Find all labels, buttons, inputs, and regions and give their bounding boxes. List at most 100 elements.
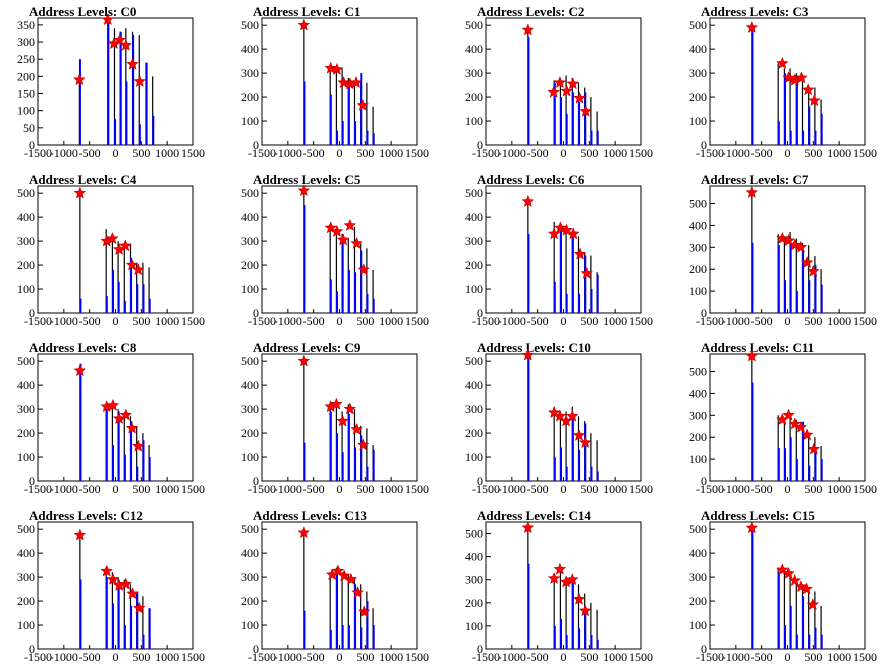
x-tick-label: 1000	[827, 650, 851, 664]
peak-marker	[807, 442, 821, 455]
y-tick-label: 350	[17, 18, 35, 32]
y-tick-label: 300	[17, 234, 35, 248]
y-tick-label: 0	[253, 642, 259, 656]
chart-panel: Address Levels: C4 0 100 200 300 400 500 -1500-…	[0, 168, 224, 336]
peak-marker	[349, 76, 363, 89]
x-tick-label: -1000	[722, 146, 750, 160]
peak-marker	[775, 563, 789, 576]
y-tick-label: 300	[241, 570, 259, 584]
x-tick-label: -500	[527, 482, 549, 496]
peak-marker	[297, 18, 311, 31]
peak-marker	[343, 402, 357, 415]
peak-marker	[573, 247, 587, 260]
peak-marker	[133, 74, 147, 87]
chart-panel: Address Levels: C15 0 100 200 300 400 500 -1500…	[672, 504, 896, 672]
peak-marker	[101, 13, 115, 26]
chart-title: Address Levels: C10	[477, 340, 591, 355]
y-tick-label: 500	[241, 18, 259, 32]
x-tick-label: -1500	[696, 650, 724, 664]
peak-marker	[356, 98, 370, 111]
plot-frame	[261, 185, 418, 314]
x-tick-label: 500	[580, 314, 598, 328]
x-tick-label: 500	[804, 482, 822, 496]
peak-marker	[554, 221, 567, 234]
y-tick-label: 500	[17, 186, 35, 200]
x-tick-label: 0	[113, 482, 119, 496]
chart-svg: 0 100 200 300 400 500 -1500-1000 -500 0 500 1000 15…	[241, 521, 429, 664]
x-tick-label: -1500	[472, 482, 500, 496]
y-tick-label: 100	[689, 114, 707, 128]
y-tick-label: 100	[689, 284, 707, 298]
x-tick-label: 500	[580, 650, 598, 664]
chart-svg: 0 100 200 300 400 500 -1500-1000 -500 0 500 1000 15…	[465, 521, 653, 664]
peak-marker	[100, 564, 114, 577]
y-tick-label: 300	[689, 570, 707, 584]
x-tick-label: 1000	[379, 146, 403, 160]
peak-marker	[344, 572, 358, 585]
x-tick-label: -500	[751, 146, 773, 160]
peak-marker	[806, 264, 820, 277]
y-tick-label: 100	[17, 104, 35, 118]
y-tick-label: 200	[241, 594, 259, 608]
x-tick-label: 1000	[603, 314, 627, 328]
x-tick-label: 1500	[405, 482, 429, 496]
chart-title: Address Levels: C13	[253, 508, 367, 523]
x-tick-label: 0	[337, 146, 343, 160]
x-tick-label: 500	[804, 650, 822, 664]
y-tick-label: 200	[241, 426, 259, 440]
x-tick-label: 1500	[853, 650, 877, 664]
chart-svg: 0 100 200 300 400 500 -1500-1000 -500 0 500 1000 15…	[689, 521, 877, 664]
x-tick-label: 0	[561, 146, 567, 160]
peak-marker	[126, 57, 139, 70]
y-tick-label: 0	[701, 138, 707, 152]
peak-marker	[547, 571, 561, 584]
peak-marker	[788, 574, 802, 587]
peak-marker	[297, 354, 311, 367]
x-tick-label: -500	[303, 146, 325, 160]
peak-marker	[800, 428, 814, 441]
peak-marker	[775, 231, 789, 244]
y-tick-label: 100	[17, 450, 35, 464]
peak-marker	[775, 56, 789, 69]
x-tick-label: 0	[561, 314, 567, 328]
chart-title: Address Levels: C6	[477, 172, 585, 187]
x-tick-label: 500	[804, 314, 822, 328]
x-tick-label: 500	[580, 146, 598, 160]
x-tick-label: -1500	[472, 650, 500, 664]
chart-svg: 0 100 200 300 400 500 -1500-1000 -500 0 500 1000 15…	[465, 17, 653, 160]
peak-marker	[579, 104, 593, 117]
peak-marker	[297, 184, 311, 197]
chart-panel: Address Levels: C2 0 100 200 300 400 500 -1500-…	[448, 0, 672, 168]
chart-svg: 0 100 200 300 400 500 -1500-1000 -500 0 500 1000 15…	[689, 349, 877, 496]
peak-marker	[566, 77, 580, 90]
peak-marker	[801, 83, 815, 96]
chart-svg: 0 100 200 300 400 500 -1500-1000 -500 0 500 1000 15…	[689, 185, 877, 328]
x-tick-label: -1000	[274, 146, 302, 160]
peak-marker	[73, 186, 87, 199]
chart-panel: Address Levels: C11 0 100 200 300 400 500 -1500…	[672, 336, 896, 504]
peak-marker	[521, 348, 535, 361]
x-tick-label: 0	[113, 650, 119, 664]
peak-marker	[782, 566, 795, 579]
y-tick-label: 0	[29, 138, 35, 152]
y-tick-label: 400	[17, 546, 35, 560]
x-tick-label: 500	[132, 314, 150, 328]
peak-marker	[336, 414, 349, 427]
x-tick-label: 500	[804, 146, 822, 160]
x-tick-label: 0	[337, 650, 343, 664]
x-tick-label: -1000	[50, 650, 78, 664]
x-tick-label: -500	[79, 314, 101, 328]
y-tick-label: 150	[17, 87, 35, 101]
x-tick-label: -500	[79, 482, 101, 496]
y-tick-label: 250	[17, 52, 35, 66]
chart-title: Address Levels: C15	[701, 508, 815, 523]
x-tick-label: -1000	[722, 650, 750, 664]
peak-marker	[125, 258, 139, 271]
x-tick-label: 1500	[853, 146, 877, 160]
x-tick-label: -500	[303, 314, 325, 328]
y-tick-label: 400	[241, 546, 259, 560]
x-tick-label: -500	[527, 650, 549, 664]
y-tick-label: 200	[465, 596, 483, 610]
x-tick-label: 0	[785, 650, 791, 664]
